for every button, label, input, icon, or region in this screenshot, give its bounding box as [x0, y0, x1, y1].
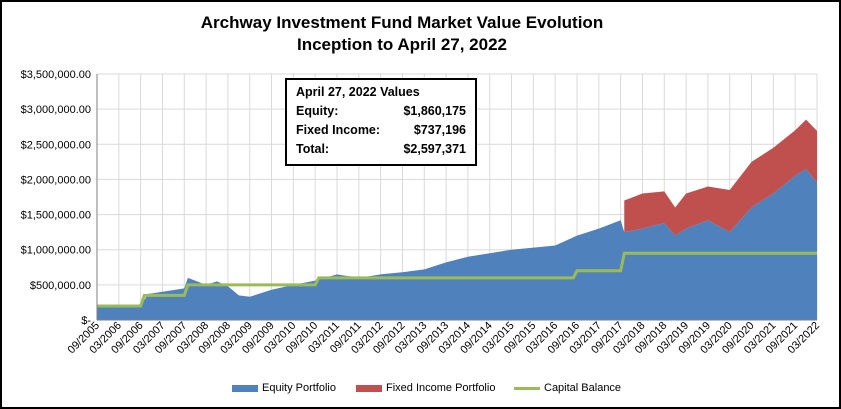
legend-label-capital-balance: Capital Balance: [544, 382, 622, 394]
capital-balance-line: [97, 251, 817, 308]
legend-swatch-capital-balance: [514, 386, 540, 390]
y-tick-label: $2,500,000.00: [21, 139, 91, 151]
info-box-header: April 27, 2022 Values: [296, 85, 466, 103]
info-total-label: Total:: [296, 142, 330, 156]
legend-label-fixed-income: Fixed Income Portfolio: [386, 382, 496, 394]
info-equity-value: $1,860,175: [403, 104, 466, 118]
legend-item-fixed-income: Fixed Income Portfolio: [356, 382, 495, 394]
y-tick-label: $2,000,000.00: [21, 174, 91, 186]
y-tick-label: $1,000,000.00: [21, 245, 91, 257]
legend-swatch-fixed-income: [356, 384, 382, 392]
fixed-income-area: [624, 119, 817, 236]
y-tick-label: $500,000.00: [30, 280, 91, 292]
y-tick-label: $-: [81, 315, 91, 327]
legend-label-equity: Equity Portfolio: [262, 382, 336, 394]
chart-title-line2: Inception to April 27, 2022: [296, 35, 508, 54]
info-equity-label: Equity:: [296, 104, 339, 118]
y-tick-label: $3,000,000.00: [21, 104, 91, 116]
legend-swatch-equity: [232, 384, 258, 392]
info-box-header-text: April 27, 2022 Values: [296, 85, 420, 99]
legend-item-equity: Equity Portfolio: [232, 382, 336, 394]
info-row-total: Total: $2,597,371: [296, 142, 466, 160]
info-fixed-income-value: $737,196: [413, 123, 466, 137]
values-info-box: April 27, 2022 Values Equity: $1,860,175…: [285, 78, 477, 166]
equity-area: [97, 168, 817, 320]
info-row-fixed-income: Fixed Income: $737,196: [296, 123, 466, 141]
legend-item-capital-balance: Capital Balance: [514, 382, 621, 394]
info-fixed-income-label: Fixed Income:: [296, 123, 381, 137]
y-tick-label: $3,500,000.00: [21, 69, 91, 81]
info-total-value: $2,597,371: [403, 142, 466, 156]
chart-title: Archway Investment Fund Market Value Evo…: [2, 12, 802, 56]
info-row-equity: Equity: $1,860,175: [296, 104, 466, 122]
chart-title-line1: Archway Investment Fund Market Value Evo…: [200, 13, 604, 32]
y-tick-label: $1,500,000.00: [21, 210, 91, 222]
